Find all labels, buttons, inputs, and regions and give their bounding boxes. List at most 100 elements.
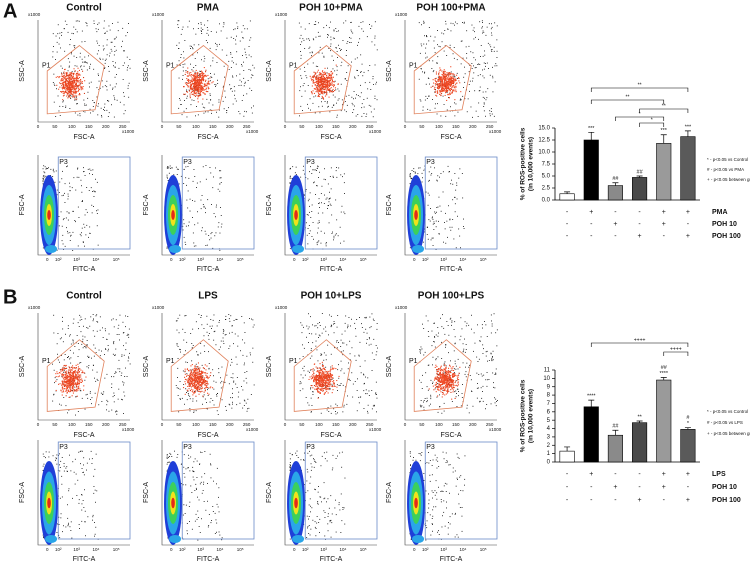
event-dot [177,358,179,359]
event-dot [189,95,191,97]
event-dot [482,96,484,98]
event-dot [78,74,80,76]
event-dot [436,80,438,82]
event-dot [328,48,330,49]
gate [181,156,255,250]
event-dot [98,89,100,90]
event-dot [168,167,170,169]
event-dot [440,91,442,93]
event-dot [249,352,251,354]
event-dot [203,60,205,62]
event-dot [305,222,307,224]
event-dot [197,88,199,90]
event-dot [318,77,320,79]
event-dot [68,376,70,378]
event-dot [190,88,192,90]
event-dot [321,92,323,94]
event-dot [449,93,451,95]
event-dot [327,34,328,35]
event-dot [113,341,115,343]
event-dot [455,189,457,191]
event-dot [431,217,433,219]
event-dot [187,82,189,84]
axis [37,313,130,421]
event-dot [166,247,168,249]
event-dot [198,93,200,94]
event-dot [328,105,329,107]
event-dot [454,78,456,80]
event-dot [97,23,99,25]
event-dot [77,366,79,368]
event-dot [439,176,440,178]
event-dot [232,76,234,78]
event-dot [239,402,241,404]
event-dot [64,50,66,52]
event-dot [62,88,64,90]
event-dot [342,104,343,106]
event-dot [115,354,116,356]
event-dot [81,378,83,380]
event-dot [71,369,73,371]
event-dot [230,315,232,317]
event-dot [61,337,62,339]
event-dot [56,463,58,465]
event-dot [104,59,106,61]
event-dot [108,333,110,335]
event-dot [231,325,233,327]
event-dot [449,77,451,79]
event-dot [210,237,212,239]
axis-label: FITC-A [73,556,96,563]
event-dot [92,314,94,315]
event-dot [369,24,370,25]
event-dot [209,239,211,241]
event-dot [220,182,222,183]
event-dot [425,83,427,85]
event-dot [67,232,69,234]
event-dot [199,92,201,94]
event-dot [470,106,472,108]
event-dot [71,537,73,539]
event-dot [205,87,207,89]
event-dot [323,77,325,79]
event-dot [367,70,369,72]
event-dot [319,78,321,80]
event-dot [222,86,224,88]
event-dot [208,367,210,369]
event-dot [228,383,230,385]
event-dot [232,388,233,390]
event-dot [318,87,320,89]
event-dot [452,82,454,84]
event-dot [76,79,78,81]
event-dot [185,71,187,73]
event-dot [68,409,70,411]
event-dot [188,20,190,22]
event-dot [329,81,331,83]
event-dot [190,79,192,81]
event-dot [329,90,331,92]
event-dot [215,167,216,169]
event-dot [437,85,439,87]
event-dot [447,77,449,79]
event-dot [70,381,72,383]
event-dot [463,76,465,78]
event-dot [414,172,416,174]
event-dot [341,99,343,101]
event-dot [303,83,305,84]
event-dot [108,100,110,102]
event-dot [179,98,180,99]
event-dot [167,180,169,181]
event-dot [315,36,317,38]
event-dot [64,76,66,78]
event-dot [320,87,322,89]
event-dot [213,331,215,333]
event-dot [67,195,69,197]
event-dot [316,242,318,244]
event-dot [43,463,45,465]
event-dot [331,78,333,80]
event-dot [192,180,194,182]
event-dot [354,58,356,60]
event-dot [343,211,345,213]
event-dot [113,65,114,67]
event-dot [198,90,200,92]
event-dot [94,489,96,491]
